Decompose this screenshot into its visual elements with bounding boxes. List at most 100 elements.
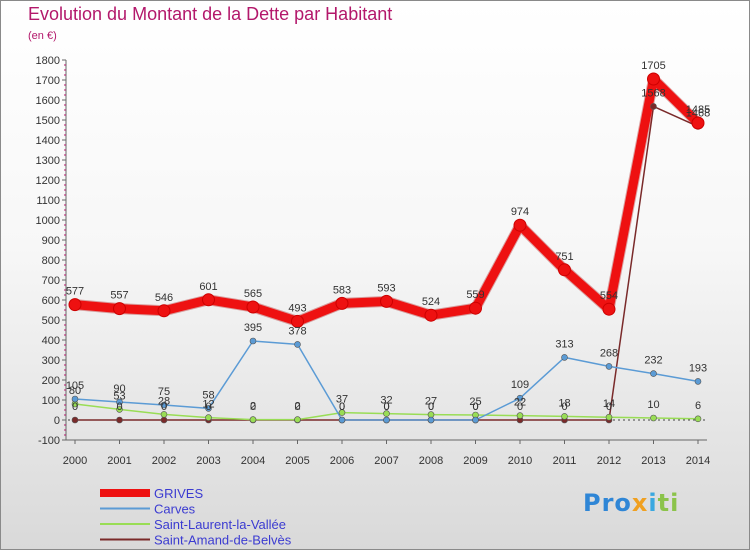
logo-part: Pro	[583, 489, 632, 517]
data-point	[516, 412, 524, 419]
data-point	[68, 298, 82, 312]
x-tick-label: 2012	[597, 455, 621, 467]
data-label: 0	[561, 401, 567, 413]
y-tick-label: 100	[42, 395, 60, 407]
data-label: 1468	[686, 107, 710, 119]
data-point	[249, 337, 257, 345]
data-label: 0	[383, 401, 389, 413]
y-tick-label: 1800	[36, 55, 60, 67]
y-tick-label: 300	[42, 355, 60, 367]
data-label: 1485	[686, 104, 710, 116]
data-point	[605, 363, 613, 370]
data-point	[694, 415, 702, 423]
data-label: 593	[377, 282, 395, 294]
data-label: 395	[244, 322, 262, 334]
data-label: 601	[199, 281, 217, 293]
data-label: 0	[472, 401, 478, 413]
data-point	[338, 416, 346, 424]
data-label: 18	[558, 397, 570, 409]
y-tick-label: 500	[42, 315, 60, 327]
data-label: 751	[555, 251, 573, 263]
x-tick-label: 2000	[63, 455, 87, 467]
x-tick-label: 2007	[374, 455, 398, 467]
x-tick-label: 2001	[107, 455, 131, 467]
data-label: 1705	[641, 60, 665, 72]
y-tick-label: 900	[42, 235, 60, 247]
data-label: 583	[333, 284, 351, 296]
data-point	[249, 416, 257, 423]
data-label: 0	[606, 401, 612, 413]
series-points	[68, 72, 705, 424]
x-tick-label: 2006	[330, 455, 354, 467]
x-tick-label: 2005	[285, 455, 309, 467]
data-label: 0	[517, 401, 523, 413]
data-label: 27	[425, 396, 437, 408]
data-point	[246, 300, 260, 314]
data-label: 546	[155, 292, 173, 304]
x-tick-label: 2003	[196, 455, 220, 467]
data-label: 559	[466, 289, 484, 301]
x-tick-label: 2004	[241, 455, 265, 467]
data-point	[602, 302, 616, 316]
data-label: 37	[336, 394, 348, 406]
data-label: 2	[250, 401, 256, 413]
data-point	[561, 413, 568, 420]
x-tick-label: 2014	[686, 455, 710, 467]
data-label: 232	[644, 355, 662, 367]
data-label: 80	[69, 385, 81, 397]
data-point	[427, 416, 435, 424]
x-tick-label: 2013	[641, 455, 665, 467]
y-tick-label: 600	[42, 295, 60, 307]
logo-part: x	[631, 489, 649, 517]
chart-subtitle: (en €)	[28, 30, 57, 42]
x-tick-label: 2009	[463, 455, 487, 467]
data-label: 313	[555, 338, 573, 350]
data-point	[516, 394, 524, 402]
data-label: 90	[113, 383, 125, 395]
data-label: 28	[158, 395, 170, 407]
logo-part: ti	[657, 489, 680, 517]
data-label: 53	[113, 390, 125, 402]
y-tick-label: 1300	[36, 155, 60, 167]
data-label: 268	[600, 347, 618, 359]
data-point	[472, 416, 479, 424]
data-label: 32	[380, 395, 392, 407]
data-point	[691, 116, 705, 130]
data-label: 557	[110, 290, 128, 302]
logo-part: i	[648, 489, 658, 517]
data-label: 378	[288, 325, 306, 337]
data-label: 6	[695, 400, 701, 412]
data-label: 0	[205, 401, 211, 413]
legend-label: Carves	[154, 502, 196, 517]
data-label: 0	[72, 401, 78, 413]
data-point	[694, 378, 702, 385]
data-label: 10	[647, 399, 659, 411]
y-tick-label: 1100	[36, 195, 60, 207]
data-point	[605, 413, 613, 421]
data-label: 2	[294, 401, 300, 413]
data-label: 0	[116, 401, 122, 413]
legend-label: GRIVES	[154, 486, 203, 501]
y-tick-label: -100	[38, 435, 60, 447]
y-tick-label: 1200	[36, 175, 60, 187]
data-point	[650, 103, 657, 110]
data-label: 0	[161, 401, 167, 413]
data-point	[205, 414, 212, 421]
x-tick-label: 2010	[508, 455, 532, 467]
data-point	[380, 294, 393, 308]
data-label: 524	[422, 296, 440, 308]
data-point	[291, 314, 304, 328]
y-tick-label: 700	[42, 275, 60, 287]
data-label: 0	[472, 401, 478, 413]
data-label: 565	[244, 288, 262, 300]
data-point	[71, 395, 79, 403]
data-point	[650, 414, 657, 422]
series-line	[75, 105, 699, 421]
y-tick-label: 1000	[36, 215, 60, 227]
data-label: 12	[202, 399, 214, 411]
data-label: 75	[158, 386, 170, 398]
x-tick-label: 2011	[553, 455, 577, 467]
data-point	[160, 411, 168, 418]
